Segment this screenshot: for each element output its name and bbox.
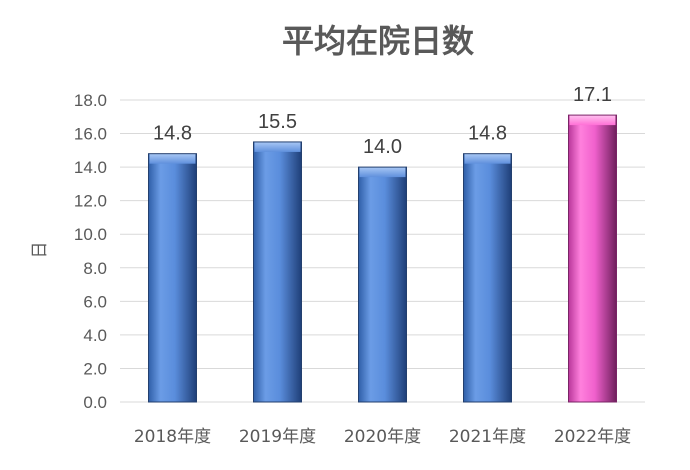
bar-outline bbox=[463, 153, 512, 403]
y-axis-ticks: 0.0 2.0 4.0 6.0 8.0 10.0 12.0 14.0 16.0 18.0 bbox=[74, 91, 107, 412]
data-label: 17.1 bbox=[573, 84, 612, 106]
bar-outline bbox=[358, 166, 407, 403]
bar-outline bbox=[568, 114, 617, 403]
bar-top-bevel bbox=[359, 167, 406, 178]
bar-top-bevel bbox=[149, 153, 196, 164]
y-tick-label: 8.0 bbox=[83, 259, 107, 278]
x-tick-label: 2019年度 bbox=[239, 427, 316, 447]
x-tick-label: 2022年度 bbox=[554, 427, 631, 447]
bars-group bbox=[148, 114, 617, 403]
y-axis-label: 日 bbox=[30, 242, 50, 259]
x-tick-label: 2021年度 bbox=[449, 427, 526, 447]
bar-outline bbox=[253, 141, 302, 403]
bar-outline bbox=[148, 153, 197, 403]
data-labels: 14.8 15.5 14.0 14.8 17.1 bbox=[153, 84, 612, 158]
y-tick-label: 12.0 bbox=[74, 192, 107, 211]
data-label: 14.0 bbox=[363, 136, 402, 158]
data-label: 15.5 bbox=[258, 111, 297, 133]
bar-top-bevel bbox=[569, 115, 616, 126]
bar-top-bevel bbox=[254, 141, 301, 152]
x-tick-label: 2020年度 bbox=[344, 427, 421, 447]
y-tick-label: 0.0 bbox=[83, 393, 107, 412]
data-label: 14.8 bbox=[468, 123, 507, 145]
y-tick-label: 2.0 bbox=[83, 359, 107, 378]
bar bbox=[253, 141, 302, 402]
y-tick-label: 14.0 bbox=[74, 158, 107, 177]
bar-top-bevel bbox=[464, 153, 511, 164]
y-tick-label: 18.0 bbox=[74, 91, 107, 110]
y-tick-label: 16.0 bbox=[74, 125, 107, 144]
x-axis-ticks: 2018年度 2019年度 2020年度 2021年度 2022年度 bbox=[134, 427, 631, 447]
y-tick-label: 4.0 bbox=[83, 326, 107, 345]
bar bbox=[148, 153, 197, 402]
bar bbox=[358, 167, 407, 402]
data-label: 14.8 bbox=[153, 123, 192, 145]
y-tick-label: 6.0 bbox=[83, 292, 107, 311]
chart-title: 平均在院日数 bbox=[282, 22, 475, 60]
x-tick-label: 2018年度 bbox=[134, 427, 211, 447]
bar bbox=[463, 153, 512, 402]
bar bbox=[568, 115, 617, 402]
y-tick-label: 10.0 bbox=[74, 225, 107, 244]
